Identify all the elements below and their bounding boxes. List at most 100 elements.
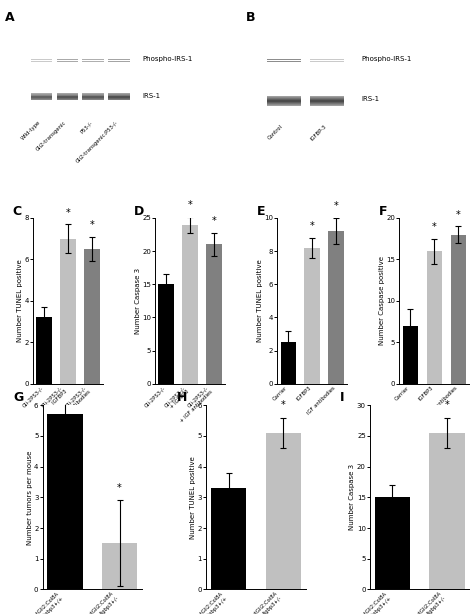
Bar: [267, 96, 301, 97]
Bar: [108, 93, 130, 94]
Bar: [82, 93, 104, 94]
Y-axis label: Number TUNEL positive: Number TUNEL positive: [257, 260, 263, 342]
Text: *: *: [188, 200, 192, 210]
Bar: [281, 343, 296, 384]
Bar: [267, 100, 301, 101]
Text: Wild-type: Wild-type: [20, 120, 42, 141]
Bar: [267, 104, 301, 105]
Text: D: D: [134, 204, 145, 218]
Bar: [304, 248, 320, 384]
Bar: [310, 103, 344, 104]
Bar: [328, 231, 344, 384]
Text: IGFBP-3: IGFBP-3: [310, 123, 327, 141]
Bar: [374, 497, 410, 589]
Bar: [310, 100, 344, 101]
Y-axis label: Number TUNEL positive: Number TUNEL positive: [17, 260, 23, 342]
Y-axis label: Number Caspase positive: Number Caspase positive: [379, 257, 385, 345]
Bar: [57, 97, 78, 98]
Bar: [427, 251, 442, 384]
Bar: [108, 96, 130, 97]
Bar: [429, 433, 465, 589]
Y-axis label: Number TUNEL positive: Number TUNEL positive: [190, 456, 196, 538]
Bar: [267, 103, 301, 104]
Bar: [31, 94, 53, 95]
Bar: [310, 104, 344, 105]
Bar: [108, 94, 130, 95]
Bar: [310, 105, 344, 106]
Bar: [31, 98, 53, 99]
Bar: [36, 317, 52, 384]
Text: Gli2-transgenic: Gli2-transgenic: [36, 120, 67, 152]
Bar: [267, 101, 301, 102]
Bar: [31, 99, 53, 101]
Bar: [82, 99, 104, 101]
Bar: [57, 95, 78, 96]
Bar: [82, 96, 104, 97]
Bar: [108, 98, 130, 99]
Bar: [60, 239, 76, 384]
Bar: [57, 94, 78, 95]
Bar: [108, 95, 130, 96]
Bar: [267, 98, 301, 99]
Bar: [265, 433, 301, 589]
Text: Gli2-transgenic;P53-/-: Gli2-transgenic;P53-/-: [75, 120, 119, 164]
Bar: [57, 93, 78, 94]
Text: *: *: [117, 483, 122, 493]
Text: F: F: [379, 204, 387, 218]
Text: *: *: [334, 201, 338, 211]
Text: *: *: [90, 220, 94, 230]
Bar: [310, 96, 344, 97]
Text: I: I: [340, 391, 345, 403]
Bar: [31, 93, 53, 94]
Text: P53-/-: P53-/-: [79, 120, 93, 134]
Bar: [108, 97, 130, 98]
Bar: [450, 235, 466, 384]
Bar: [267, 102, 301, 103]
Bar: [82, 98, 104, 99]
Bar: [206, 244, 222, 384]
Text: IRS-1: IRS-1: [143, 93, 161, 99]
Bar: [310, 97, 344, 98]
Bar: [182, 225, 198, 384]
Text: G: G: [13, 391, 23, 403]
Bar: [310, 98, 344, 99]
Bar: [31, 96, 53, 97]
Text: IRS-1: IRS-1: [362, 96, 380, 103]
Bar: [267, 105, 301, 106]
Bar: [102, 543, 137, 589]
Bar: [82, 95, 104, 96]
Text: Phospho-IRS-1: Phospho-IRS-1: [143, 56, 193, 62]
Bar: [211, 488, 246, 589]
Text: E: E: [256, 204, 265, 218]
Bar: [84, 249, 100, 384]
Bar: [158, 284, 174, 384]
Text: Phospho-IRS-1: Phospho-IRS-1: [362, 56, 412, 62]
Text: C: C: [12, 204, 21, 218]
Bar: [31, 95, 53, 96]
Bar: [108, 99, 130, 101]
Bar: [310, 102, 344, 103]
Bar: [47, 414, 82, 589]
Y-axis label: Number Caspase 3: Number Caspase 3: [135, 268, 141, 334]
Y-axis label: Number tumors per mouse: Number tumors per mouse: [27, 450, 33, 545]
Bar: [82, 94, 104, 95]
Text: *: *: [212, 216, 217, 226]
Bar: [82, 97, 104, 98]
Text: *: *: [66, 208, 71, 217]
Text: H: H: [177, 391, 187, 403]
Bar: [31, 97, 53, 98]
Text: *: *: [432, 222, 437, 232]
Bar: [57, 98, 78, 99]
Bar: [57, 96, 78, 97]
Bar: [267, 97, 301, 98]
Text: Control: Control: [267, 123, 284, 141]
Text: *: *: [310, 221, 315, 231]
Bar: [402, 325, 418, 384]
Text: B: B: [246, 11, 255, 24]
Text: *: *: [281, 400, 286, 410]
Bar: [57, 99, 78, 101]
Text: *: *: [445, 400, 449, 410]
Text: A: A: [5, 11, 15, 24]
Y-axis label: Number Caspase 3: Number Caspase 3: [349, 464, 356, 530]
Text: *: *: [456, 209, 461, 220]
